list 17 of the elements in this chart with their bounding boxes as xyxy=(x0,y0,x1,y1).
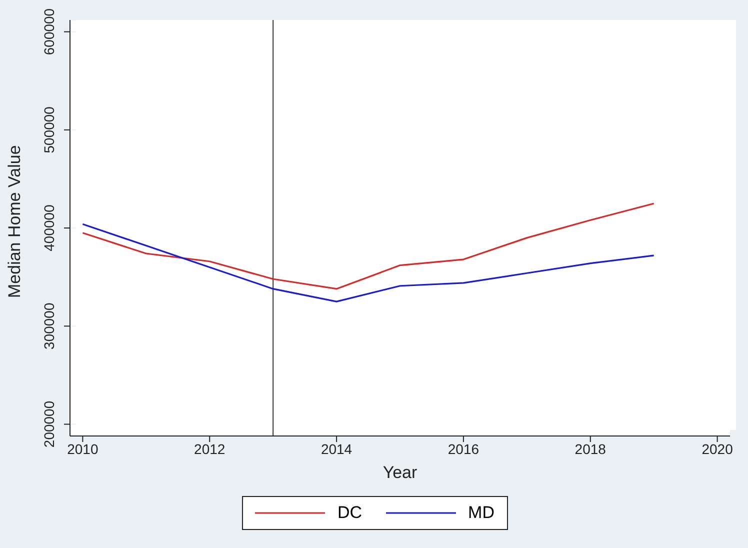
y-tick-label: 300000 xyxy=(41,302,57,350)
x-tick-label: 2012 xyxy=(194,440,226,457)
y-tick-label: 400000 xyxy=(41,204,57,252)
legend-label: DC xyxy=(337,503,362,523)
x-tick-label: 2016 xyxy=(448,440,480,457)
y-axis-title: Median Home Value xyxy=(5,145,24,298)
line-series xyxy=(82,223,655,302)
x-tick-label: 2014 xyxy=(320,440,352,457)
x-tick-label: 2018 xyxy=(574,440,606,457)
x-tick-label: 2020 xyxy=(702,440,734,457)
line-series xyxy=(82,202,655,290)
x-tick-label: 2010 xyxy=(67,440,98,457)
legend-label: MD xyxy=(468,503,494,523)
y-tick-label: 500000 xyxy=(41,106,57,154)
y-tick-label: 200000 xyxy=(41,400,57,448)
y-tick-label: 600000 xyxy=(41,8,57,56)
x-axis-title: Year xyxy=(382,463,418,482)
